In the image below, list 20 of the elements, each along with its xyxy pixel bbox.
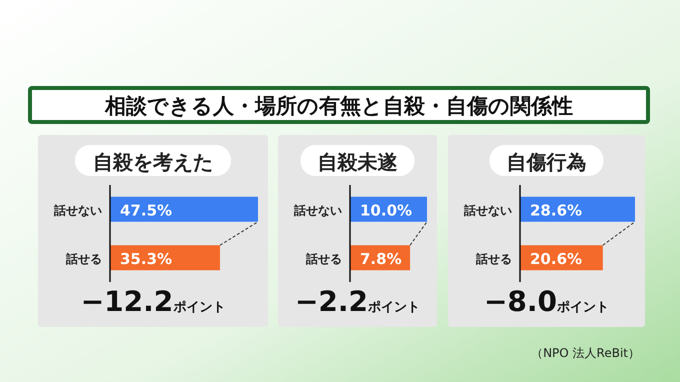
data-label: 35.3% [120,250,172,268]
y-tick-label: 話せる [65,252,102,266]
chart-title: 自殺未遂 [318,150,398,174]
data-label: 10.0% [360,201,412,220]
chart-title: 自殺を考えた [93,150,213,174]
y-tick-label: 話せない [293,203,342,218]
data-label: 20.6% [530,250,582,268]
y-tick-label: 話せる [305,252,342,266]
text: −12.2ポイント [80,285,226,318]
data-label: 7.8% [360,250,402,268]
text: 相談できる人・場所の有無と自殺・自傷の関係性 [104,94,573,118]
chart-title: 自傷行為 [506,150,586,174]
text: −8.0ポイント [484,285,610,318]
data-label: 28.6% [530,201,582,220]
data-label: 47.5% [120,201,172,220]
y-tick-label: 話せる [475,252,512,266]
text: −2.2ポイント [294,285,420,318]
y-tick-label: 話せない [53,203,102,218]
y-tick-label: 話せない [463,203,512,218]
text: （NPO 法人ReBit） [531,346,640,360]
